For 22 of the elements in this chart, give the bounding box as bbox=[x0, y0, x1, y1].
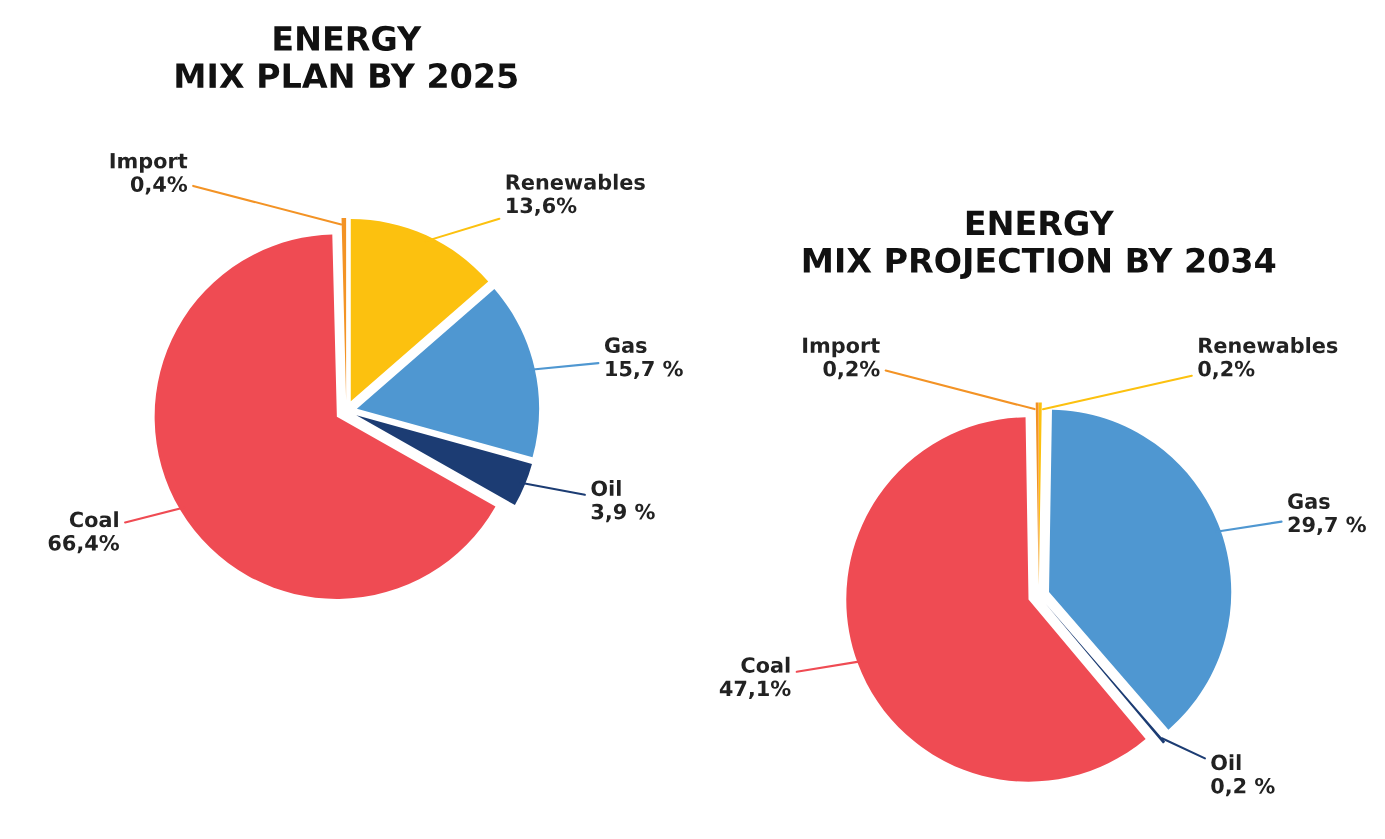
data-label: 66,4% bbox=[48, 534, 119, 554]
data-label: 15,7 % bbox=[606, 360, 683, 380]
data-label: 0,2 % bbox=[1211, 777, 1275, 797]
data-label: 0,2% bbox=[823, 360, 880, 380]
slice-label: Coal bbox=[69, 511, 118, 528]
data-label: 47,1% bbox=[719, 680, 791, 699]
data-label: 13,6% bbox=[507, 197, 577, 216]
slice-label: Gas bbox=[1288, 493, 1330, 510]
slice-label: Oil bbox=[591, 480, 621, 497]
data-label: 29,7 % bbox=[1288, 516, 1366, 536]
data-label: 0,4% bbox=[130, 176, 188, 195]
data-label: 3,9 % bbox=[591, 503, 655, 523]
slice-label: Coal bbox=[741, 656, 790, 673]
slice-label: Oil bbox=[1211, 754, 1241, 771]
slice-label: Import bbox=[110, 153, 188, 173]
slice-label: Renewables bbox=[506, 173, 645, 190]
chart-title: ENERGY MIX PROJECTION BY 2034 bbox=[803, 210, 1276, 280]
data-label: 0,2% bbox=[1198, 360, 1255, 380]
slice-label: Gas bbox=[604, 337, 647, 354]
slice-label: Import bbox=[803, 337, 880, 358]
slice-label: Renewables bbox=[1199, 337, 1338, 354]
chart-title: ENERGY MIX PLAN BY 2025 bbox=[176, 25, 517, 89]
